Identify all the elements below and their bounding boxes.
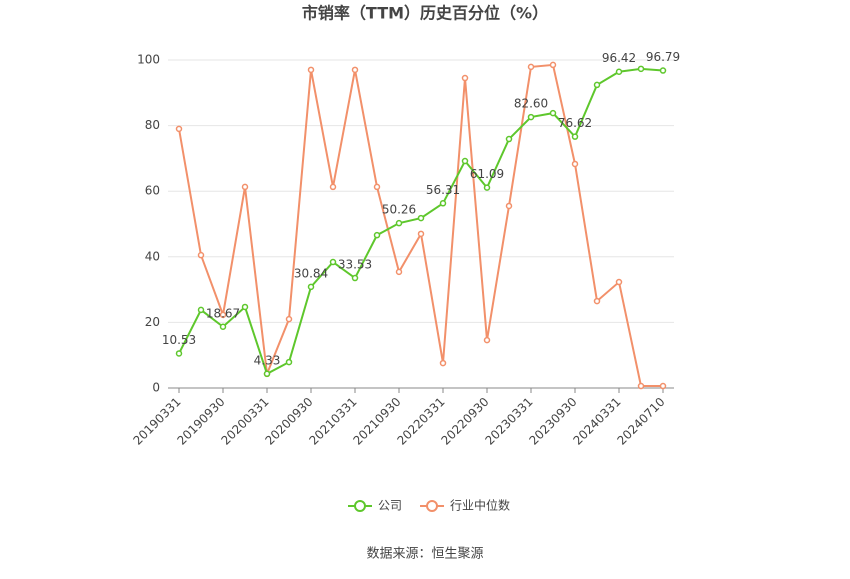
point (549, 109, 557, 117)
point (241, 183, 249, 191)
chart-title: 市销率（TTM）历史百分位（%） (302, 4, 548, 23)
value-label: 56.31 (426, 183, 460, 197)
legend-marker (354, 500, 366, 512)
value-label: 18.67 (206, 306, 240, 320)
point (461, 74, 469, 82)
legend-marker (426, 500, 439, 512)
point (285, 315, 293, 323)
source: 数据来源：恒生聚源 (366, 547, 483, 562)
y-tick-label: 40 (145, 249, 160, 263)
point (637, 382, 645, 390)
point (571, 160, 579, 168)
value-label: 4.33 (254, 353, 281, 367)
point (439, 359, 447, 367)
value-label: 33.53 (338, 258, 372, 272)
point (439, 200, 447, 207)
point (571, 133, 579, 140)
point (373, 183, 381, 191)
value-label: 76.62 (558, 116, 592, 130)
point (461, 157, 469, 165)
value-label: 96.42 (602, 51, 636, 65)
y-tick-label: 0 (152, 381, 160, 395)
point (175, 125, 183, 133)
point (549, 61, 557, 69)
point (615, 68, 623, 75)
y-tick-label: 20 (145, 315, 160, 329)
point (197, 251, 205, 259)
legend-label: 行业中位数 (450, 498, 510, 513)
point (241, 303, 249, 311)
point (527, 113, 535, 121)
point (659, 67, 667, 74)
point (395, 268, 403, 276)
point (505, 135, 513, 143)
value-label: 50.26 (382, 203, 416, 217)
point (197, 306, 205, 314)
point (593, 297, 601, 305)
point (483, 336, 491, 344)
point (263, 370, 271, 378)
value-label: 61.09 (470, 167, 504, 181)
point (505, 202, 513, 210)
series-line (178, 63, 663, 388)
point (593, 81, 601, 89)
point (395, 219, 403, 227)
y-tick-label: 100 (137, 53, 160, 67)
point (285, 358, 293, 366)
value-label: 10.53 (162, 333, 196, 347)
point (615, 278, 623, 286)
legend-label: 公司 (378, 499, 402, 513)
point (351, 274, 359, 282)
point (329, 183, 337, 191)
point (527, 63, 535, 71)
point (417, 214, 425, 222)
point (659, 382, 667, 390)
point (373, 231, 381, 239)
point (483, 184, 491, 191)
point (351, 66, 359, 74)
point (219, 323, 227, 331)
point (307, 66, 315, 74)
point (329, 258, 337, 266)
y-tick-label: 80 (145, 118, 160, 132)
value-label: 96.79 (646, 50, 680, 64)
point (307, 283, 315, 291)
y-tick-label: 60 (145, 184, 160, 198)
value-label: 82.60 (514, 97, 548, 111)
point (175, 350, 183, 357)
point (219, 311, 227, 319)
value-label: 30.84 (294, 266, 328, 280)
point (637, 65, 645, 73)
x-tick-label: 20240710 (615, 395, 668, 448)
point (417, 230, 425, 238)
